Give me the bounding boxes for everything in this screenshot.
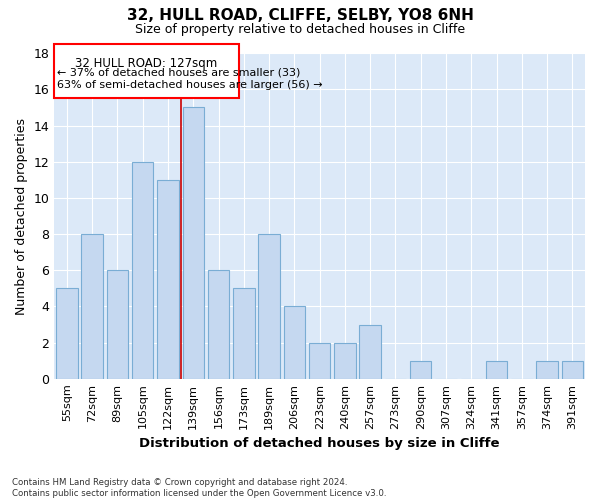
Bar [82,234,103,379]
Bar [536,360,558,379]
Text: Contains HM Land Registry data © Crown copyright and database right 2024.
Contai: Contains HM Land Registry data © Crown c… [12,478,386,498]
Bar [284,306,305,379]
Y-axis label: Number of detached properties: Number of detached properties [15,118,28,314]
Bar [259,234,280,379]
Bar [309,342,331,379]
Bar [182,108,204,379]
Bar [562,360,583,379]
Bar [334,342,356,379]
Bar [56,288,77,379]
Text: 32, HULL ROAD, CLIFFE, SELBY, YO8 6NH: 32, HULL ROAD, CLIFFE, SELBY, YO8 6NH [127,8,473,22]
Text: 32 HULL ROAD: 127sqm: 32 HULL ROAD: 127sqm [76,57,218,70]
Bar [54,44,239,98]
Bar [486,360,507,379]
Text: Size of property relative to detached houses in Cliffe: Size of property relative to detached ho… [135,22,465,36]
X-axis label: Distribution of detached houses by size in Cliffe: Distribution of detached houses by size … [139,437,500,450]
Bar [132,162,154,379]
Bar [359,324,381,379]
Bar [208,270,229,379]
Text: ← 37% of detached houses are smaller (33): ← 37% of detached houses are smaller (33… [57,68,300,78]
Bar [410,360,431,379]
Bar [233,288,254,379]
Bar [157,180,179,379]
Text: 63% of semi-detached houses are larger (56) →: 63% of semi-detached houses are larger (… [57,80,322,90]
Bar [107,270,128,379]
